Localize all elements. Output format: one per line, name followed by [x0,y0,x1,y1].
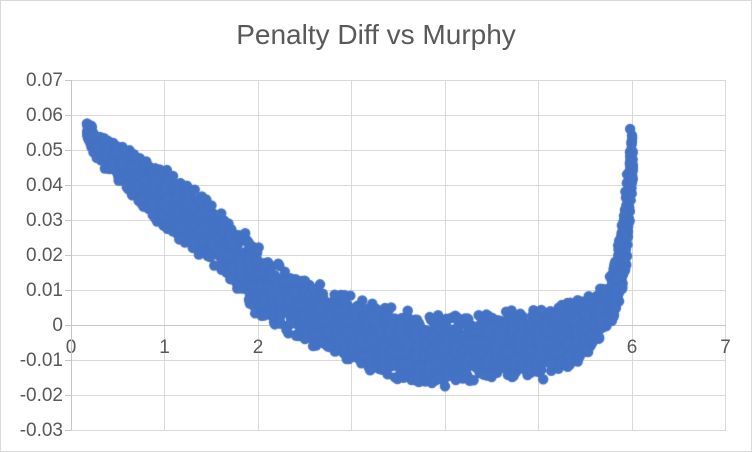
y-axis-label: 0.03 [26,210,63,231]
y-tick-mark [65,254,71,256]
y-axis-label: 0.07 [26,70,63,91]
y-axis-label: 0.01 [26,280,63,301]
y-tick-mark [65,359,71,361]
chart-title: Penalty Diff vs Murphy [236,19,516,50]
y-axis-label: 0.05 [26,140,63,161]
y-tick-mark [65,184,71,186]
y-axis-label: -0.03 [19,420,63,441]
y-tick-mark [65,114,71,116]
y-tick-mark [65,289,71,291]
y-axis-label: -0.02 [19,385,63,406]
y-tick-mark [65,394,71,396]
y-axis-label: 0.02 [26,245,63,266]
y-axis-label: 0.06 [26,105,63,126]
y-axis-label: 0.04 [26,175,63,196]
y-tick-mark [65,324,71,326]
y-axis-label: 0 [52,315,63,336]
y-tick-mark [65,219,71,221]
scatter-series-canvas[interactable] [71,80,726,431]
y-tick-mark [65,79,71,81]
y-tick-mark [65,149,71,151]
y-tick-mark [65,429,71,431]
y-axis-label: -0.01 [19,350,63,371]
